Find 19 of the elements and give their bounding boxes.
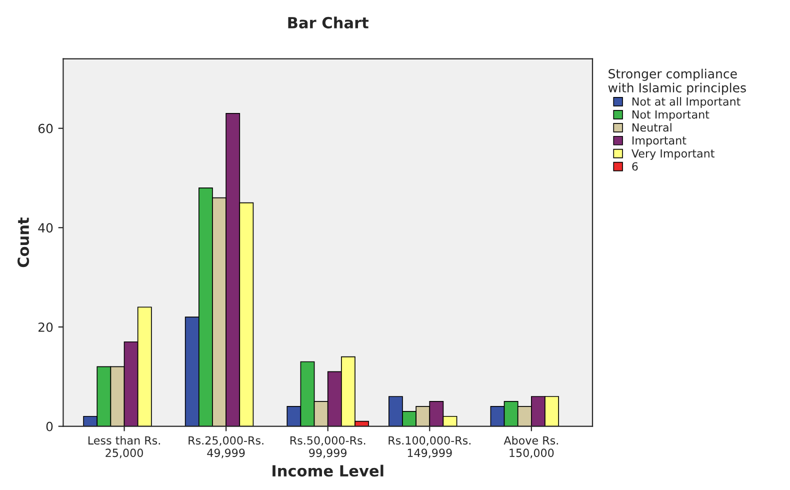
x-axis-title: Income Level — [272, 464, 384, 477]
legend-label: Neutral — [632, 123, 672, 132]
x-tick-label: Rs.50,000-Rs. 99,999 — [290, 436, 366, 458]
legend-label: Very Important — [631, 149, 714, 160]
legend-label: 6 — [632, 162, 638, 171]
x-tick-label: Less than Rs. 25,000 — [88, 436, 160, 458]
x-tick-label: Rs.100,000-Rs. 149,999 — [388, 436, 470, 458]
chart-title: Bar Chart — [288, 16, 369, 28]
y-tick-label: 20 — [38, 322, 53, 332]
x-tick-label: Rs.25,000-Rs. 49,999 — [188, 436, 264, 458]
legend-label: Important — [632, 136, 686, 147]
y-tick-label: 0 — [46, 422, 53, 432]
legend-title: Stronger compliance with Islamic principles — [608, 68, 746, 95]
y-tick-label: 40 — [38, 223, 53, 233]
x-tick-label: Above Rs. 150,000 — [504, 436, 558, 458]
y-axis-title: Count — [18, 218, 30, 268]
legend-label: Not at all Important — [632, 97, 740, 108]
y-tick-label: 60 — [38, 124, 53, 134]
legend-label: Not Important — [632, 110, 710, 121]
